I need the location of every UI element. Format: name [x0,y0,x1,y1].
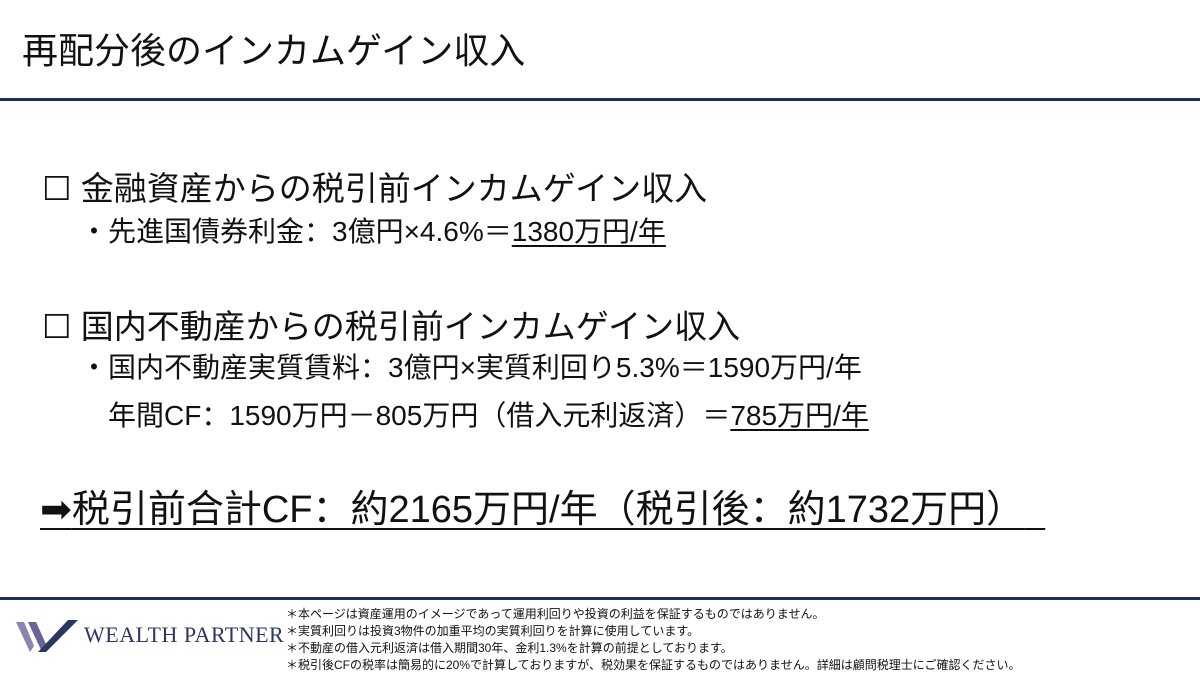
rent-calc: ・国内不動産実質賃料：3億円×実質利回り5.3%＝1590万円/年 [80,352,862,383]
footnote: ＊本ページは資産運用のイメージであって運用利回りや投資の利益を保証するものではあ… [286,607,825,621]
logo: WEALTH PARTNER [16,618,284,652]
total-cf: ➡税引前合計CF：約2165万円/年（税引後：約1732万円） [40,478,1045,533]
section1-heading: ☐ 金融資産からの税引前インカムゲイン収入 [42,162,707,210]
logo-w-icon [16,620,78,652]
bond-result: 1380万円/年 [511,216,666,247]
page-title: 再配分後のインカムゲイン収入 [22,30,526,71]
footer-divider [0,597,1200,600]
arrow-icon: ➡ [40,489,72,531]
section2-heading-text: 国内不動産からの税引前インカムゲイン収入 [80,308,741,345]
section1-line1: ・先進国債券利金：3億円×4.6%＝1380万円/年 [80,210,666,250]
footnote: ＊不動産の借入元利返済は借入期間30年、金利1.3%を計算の前提としております。 [286,641,733,655]
section1-heading-text: 金融資産からの税引前インカムゲイン収入 [80,170,708,207]
cf-result: 785万円/年 [730,400,869,431]
header-divider [0,98,1200,101]
bond-calc: ・先進国債券利金：3億円×4.6%＝ [80,216,512,247]
footnote: ＊実質利回りは投資3物件の加重平均の実質利回りを計算に使用しています。 [286,624,700,638]
cf-calc: 年間CF：1590万円－805万円（借入元利返済）＝ [108,400,731,431]
checkbox-icon: ☐ [42,308,72,345]
checkbox-icon: ☐ [42,170,72,207]
section2-line2: 年間CF：1590万円－805万円（借入元利返済）＝785万円/年 [108,394,869,434]
logo-text: WEALTH PARTNER [84,622,285,647]
footnote: ＊税引後CFの税率は簡易的に20%で計算しておりますが、税効果を保証するものでは… [286,658,1021,672]
total-text: 税引前合計CF：約2165万円/年（税引後：約1732万円） [71,489,1025,531]
section2-heading: ☐ 国内不動産からの税引前インカムゲイン収入 [42,300,740,348]
